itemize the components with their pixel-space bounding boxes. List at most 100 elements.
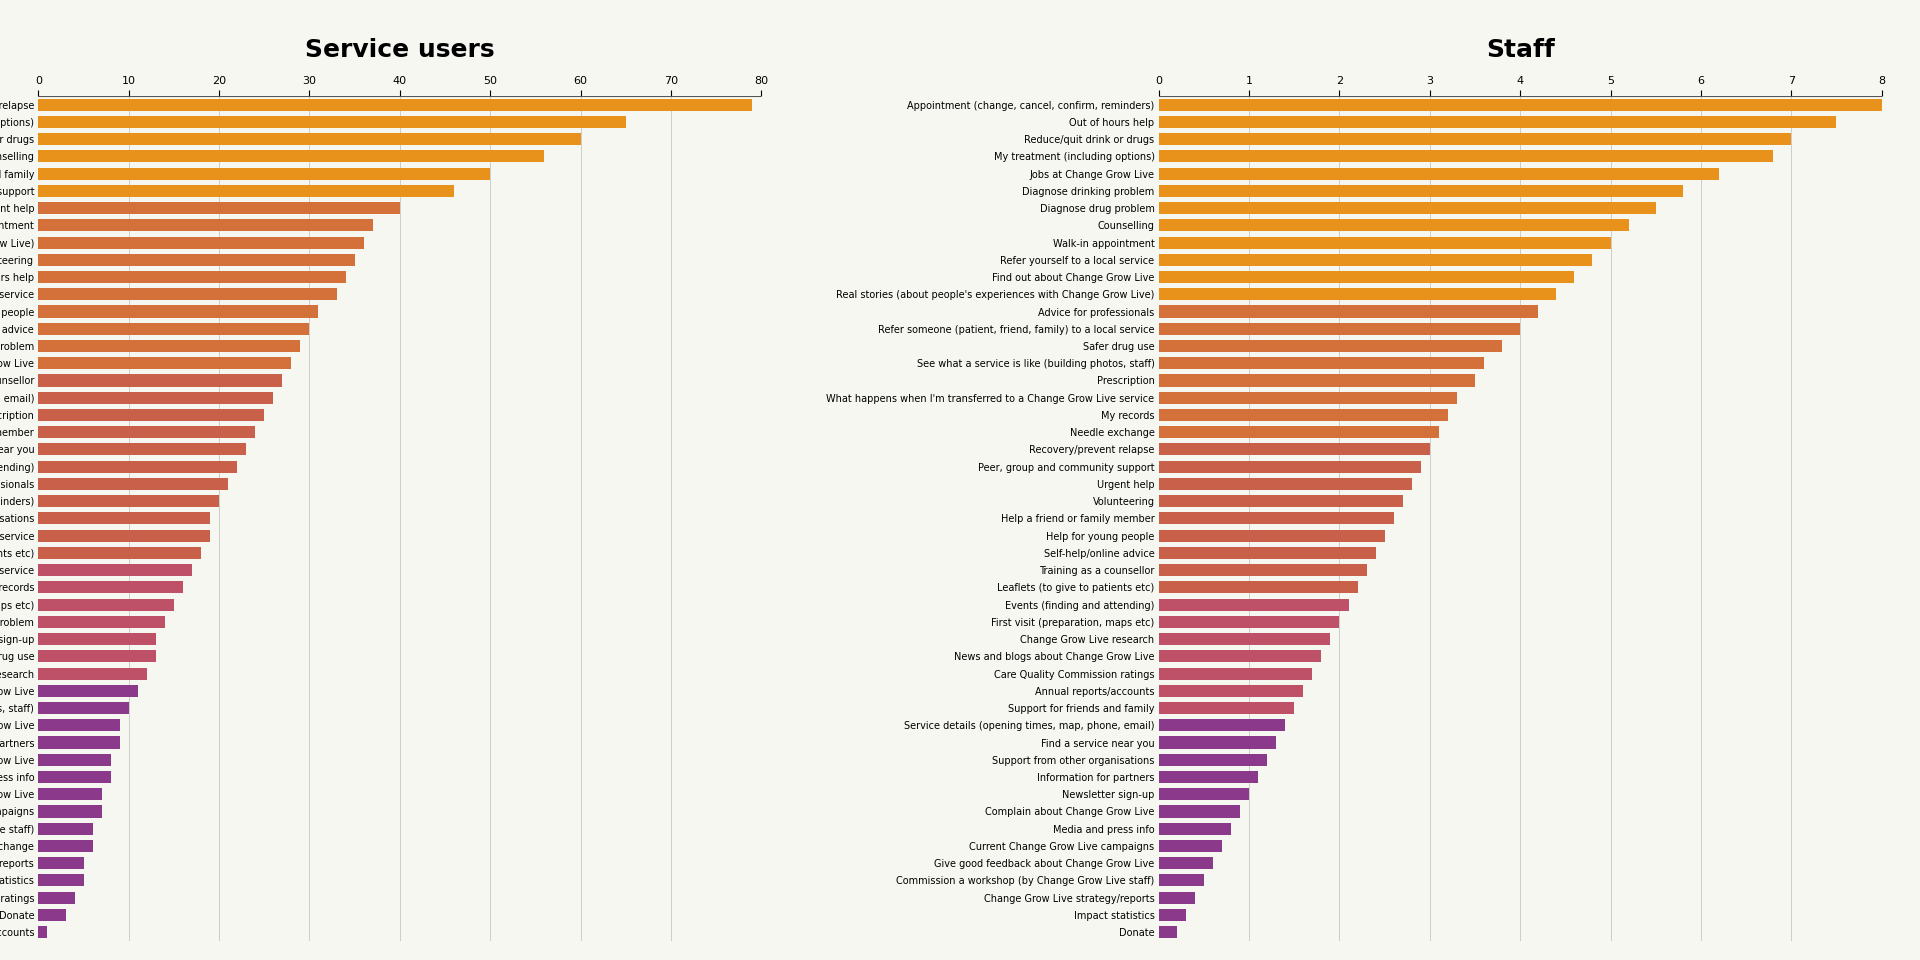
- Bar: [1160, 151, 1774, 162]
- Bar: [1160, 564, 1367, 576]
- Bar: [38, 857, 84, 869]
- Bar: [38, 133, 580, 145]
- Bar: [38, 805, 102, 818]
- Bar: [1160, 736, 1277, 749]
- Bar: [38, 788, 102, 801]
- Bar: [38, 650, 156, 662]
- Bar: [1160, 444, 1430, 455]
- Bar: [38, 409, 265, 421]
- Bar: [38, 667, 146, 680]
- Bar: [1160, 875, 1204, 886]
- Title: Service users: Service users: [305, 38, 495, 62]
- Bar: [1160, 478, 1411, 490]
- Bar: [1160, 615, 1340, 628]
- Bar: [38, 754, 111, 766]
- Title: Staff: Staff: [1486, 38, 1555, 62]
- Bar: [1160, 253, 1592, 266]
- Bar: [1160, 513, 1394, 524]
- Bar: [38, 116, 626, 128]
- Bar: [38, 513, 209, 524]
- Bar: [1160, 719, 1284, 732]
- Bar: [1160, 857, 1213, 869]
- Bar: [1160, 357, 1484, 370]
- Bar: [1160, 305, 1538, 318]
- Bar: [1160, 667, 1313, 680]
- Bar: [38, 288, 336, 300]
- Bar: [38, 426, 255, 438]
- Bar: [1160, 926, 1177, 938]
- Bar: [38, 547, 202, 559]
- Bar: [38, 219, 372, 231]
- Bar: [38, 702, 129, 714]
- Bar: [1160, 530, 1384, 541]
- Bar: [1160, 547, 1375, 559]
- Bar: [1160, 340, 1501, 352]
- Bar: [1160, 805, 1240, 818]
- Bar: [38, 184, 453, 197]
- Bar: [38, 236, 363, 249]
- Bar: [38, 736, 119, 749]
- Bar: [1160, 892, 1194, 903]
- Bar: [1160, 909, 1187, 921]
- Bar: [38, 253, 355, 266]
- Bar: [38, 684, 138, 697]
- Bar: [1160, 99, 1882, 110]
- Bar: [1160, 409, 1448, 421]
- Bar: [38, 582, 182, 593]
- Bar: [38, 892, 75, 903]
- Bar: [1160, 495, 1404, 507]
- Bar: [38, 202, 399, 214]
- Bar: [1160, 374, 1475, 387]
- Bar: [38, 599, 175, 611]
- Bar: [38, 305, 319, 318]
- Bar: [1160, 771, 1258, 783]
- Bar: [1160, 219, 1628, 231]
- Bar: [1160, 426, 1438, 438]
- Bar: [1160, 116, 1836, 128]
- Bar: [38, 530, 209, 541]
- Bar: [38, 615, 165, 628]
- Bar: [1160, 288, 1557, 300]
- Bar: [1160, 788, 1250, 801]
- Bar: [1160, 702, 1294, 714]
- Bar: [1160, 599, 1348, 611]
- Bar: [38, 271, 346, 283]
- Bar: [38, 99, 753, 110]
- Bar: [1160, 236, 1611, 249]
- Bar: [1160, 461, 1421, 472]
- Bar: [1160, 202, 1655, 214]
- Bar: [1160, 392, 1457, 404]
- Bar: [38, 444, 246, 455]
- Bar: [1160, 323, 1521, 335]
- Bar: [38, 823, 92, 835]
- Bar: [1160, 271, 1574, 283]
- Bar: [38, 340, 300, 352]
- Bar: [38, 564, 192, 576]
- Bar: [38, 168, 490, 180]
- Bar: [1160, 684, 1304, 697]
- Bar: [38, 374, 282, 387]
- Bar: [38, 461, 238, 472]
- Bar: [38, 392, 273, 404]
- Bar: [38, 875, 84, 886]
- Bar: [1160, 840, 1221, 852]
- Bar: [38, 926, 48, 938]
- Bar: [1160, 823, 1231, 835]
- Bar: [1160, 650, 1321, 662]
- Bar: [38, 771, 111, 783]
- Bar: [38, 719, 119, 732]
- Bar: [38, 633, 156, 645]
- Bar: [38, 909, 65, 921]
- Bar: [38, 323, 309, 335]
- Bar: [38, 151, 545, 162]
- Bar: [1160, 754, 1267, 766]
- Bar: [1160, 633, 1331, 645]
- Bar: [1160, 582, 1357, 593]
- Bar: [38, 357, 292, 370]
- Bar: [1160, 133, 1791, 145]
- Bar: [38, 495, 219, 507]
- Bar: [1160, 184, 1682, 197]
- Bar: [1160, 168, 1718, 180]
- Bar: [38, 840, 92, 852]
- Bar: [38, 478, 228, 490]
